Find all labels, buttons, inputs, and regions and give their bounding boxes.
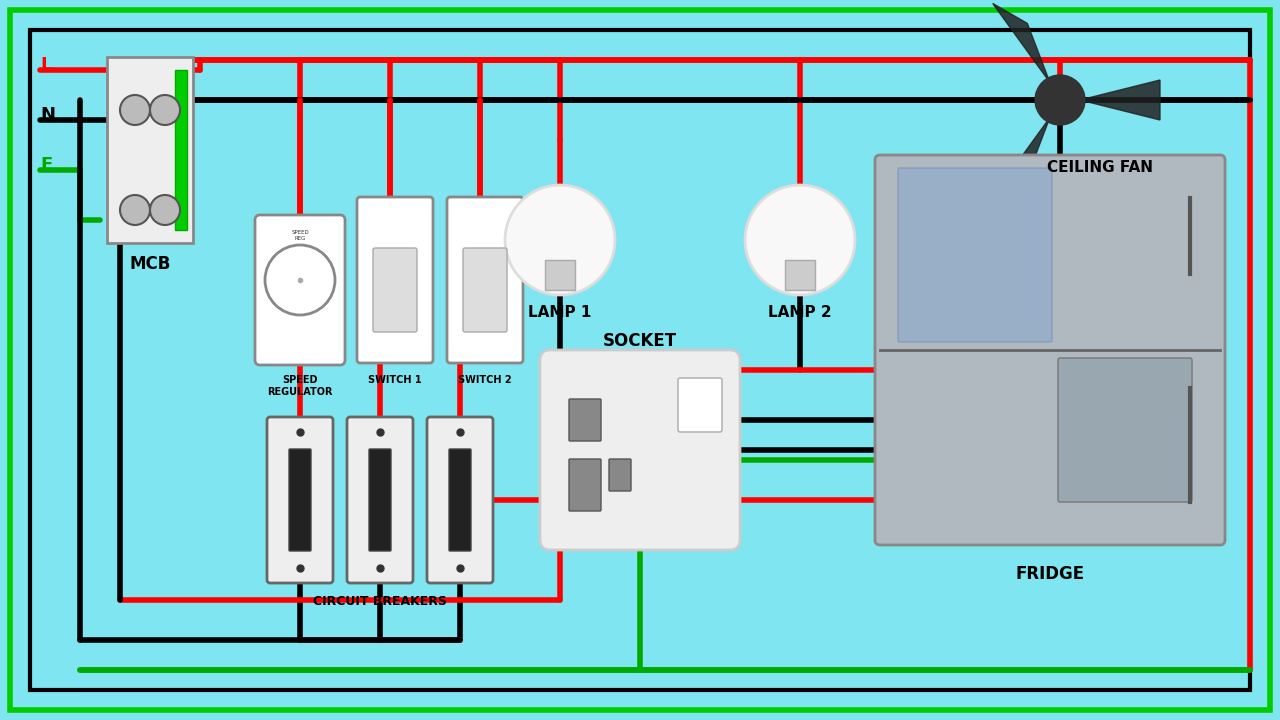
FancyBboxPatch shape — [785, 260, 815, 290]
Circle shape — [150, 95, 180, 125]
FancyBboxPatch shape — [570, 399, 602, 441]
Polygon shape — [993, 4, 1050, 83]
FancyBboxPatch shape — [289, 449, 311, 551]
Polygon shape — [1080, 80, 1160, 120]
FancyBboxPatch shape — [678, 378, 722, 432]
Text: LAMP 1: LAMP 1 — [529, 305, 591, 320]
FancyBboxPatch shape — [428, 417, 493, 583]
Text: N: N — [40, 106, 55, 124]
Text: SPEED
REGULATOR: SPEED REGULATOR — [268, 375, 333, 397]
FancyBboxPatch shape — [570, 459, 602, 511]
Text: SPEED
REG: SPEED REG — [291, 230, 308, 240]
Circle shape — [745, 185, 855, 295]
Text: SWITCH 2: SWITCH 2 — [458, 375, 512, 385]
Circle shape — [1036, 75, 1085, 125]
FancyBboxPatch shape — [545, 260, 575, 290]
Text: L: L — [40, 56, 51, 74]
FancyBboxPatch shape — [609, 459, 631, 491]
Circle shape — [150, 195, 180, 225]
FancyBboxPatch shape — [876, 155, 1225, 545]
FancyBboxPatch shape — [347, 417, 413, 583]
FancyBboxPatch shape — [108, 57, 193, 243]
FancyBboxPatch shape — [357, 197, 433, 363]
Circle shape — [506, 185, 614, 295]
FancyBboxPatch shape — [899, 168, 1052, 342]
Circle shape — [120, 95, 150, 125]
Circle shape — [120, 195, 150, 225]
Circle shape — [265, 245, 335, 315]
FancyBboxPatch shape — [1059, 358, 1192, 502]
Text: MCB: MCB — [129, 255, 170, 273]
Text: E: E — [40, 156, 52, 174]
Text: CEILING FAN: CEILING FAN — [1047, 160, 1153, 175]
Text: SOCKET: SOCKET — [603, 332, 677, 350]
FancyBboxPatch shape — [540, 350, 740, 550]
FancyBboxPatch shape — [447, 197, 524, 363]
FancyBboxPatch shape — [369, 449, 390, 551]
FancyBboxPatch shape — [255, 215, 346, 365]
FancyBboxPatch shape — [268, 417, 333, 583]
Text: LAMP 2: LAMP 2 — [768, 305, 832, 320]
FancyBboxPatch shape — [175, 70, 187, 230]
FancyBboxPatch shape — [372, 248, 417, 332]
Text: FRIDGE: FRIDGE — [1015, 565, 1084, 583]
Text: CIRCUIT BREAKERS: CIRCUIT BREAKERS — [314, 595, 447, 608]
Text: SWITCH 1: SWITCH 1 — [369, 375, 422, 385]
FancyBboxPatch shape — [463, 248, 507, 332]
Polygon shape — [993, 117, 1050, 197]
FancyBboxPatch shape — [449, 449, 471, 551]
